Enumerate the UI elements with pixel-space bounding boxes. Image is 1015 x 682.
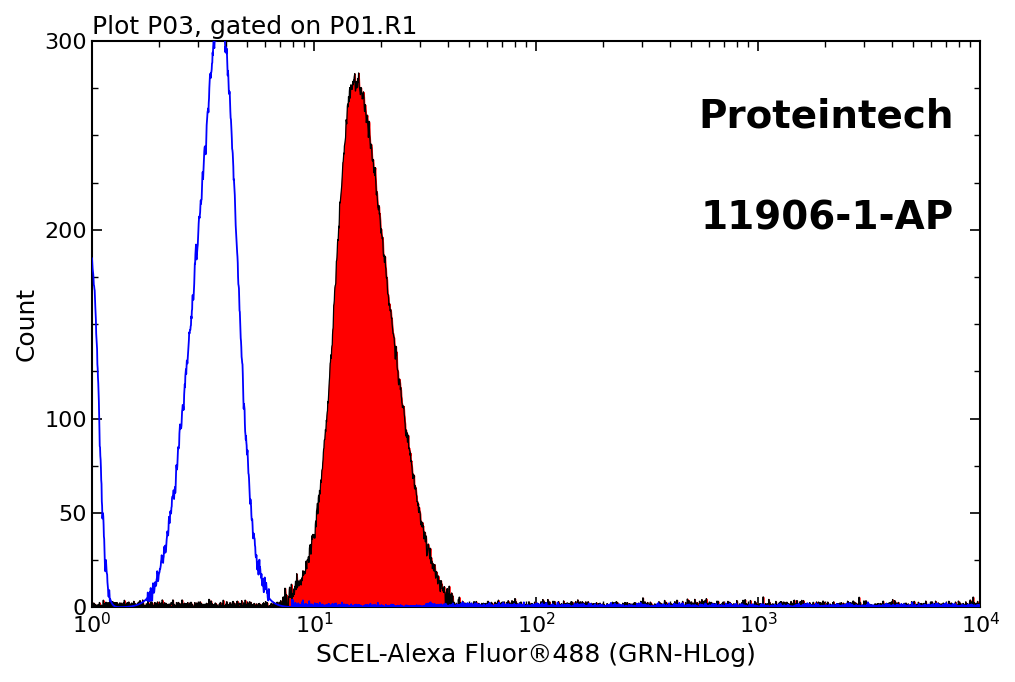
X-axis label: SCEL-Alexa Fluor®488 (GRN-HLog): SCEL-Alexa Fluor®488 (GRN-HLog) [317,643,756,667]
Text: Plot P03, gated on P01.R1: Plot P03, gated on P01.R1 [92,15,417,39]
Text: Proteintech: Proteintech [698,98,954,136]
Text: 11906-1-AP: 11906-1-AP [700,200,954,237]
Y-axis label: Count: Count [15,287,39,361]
